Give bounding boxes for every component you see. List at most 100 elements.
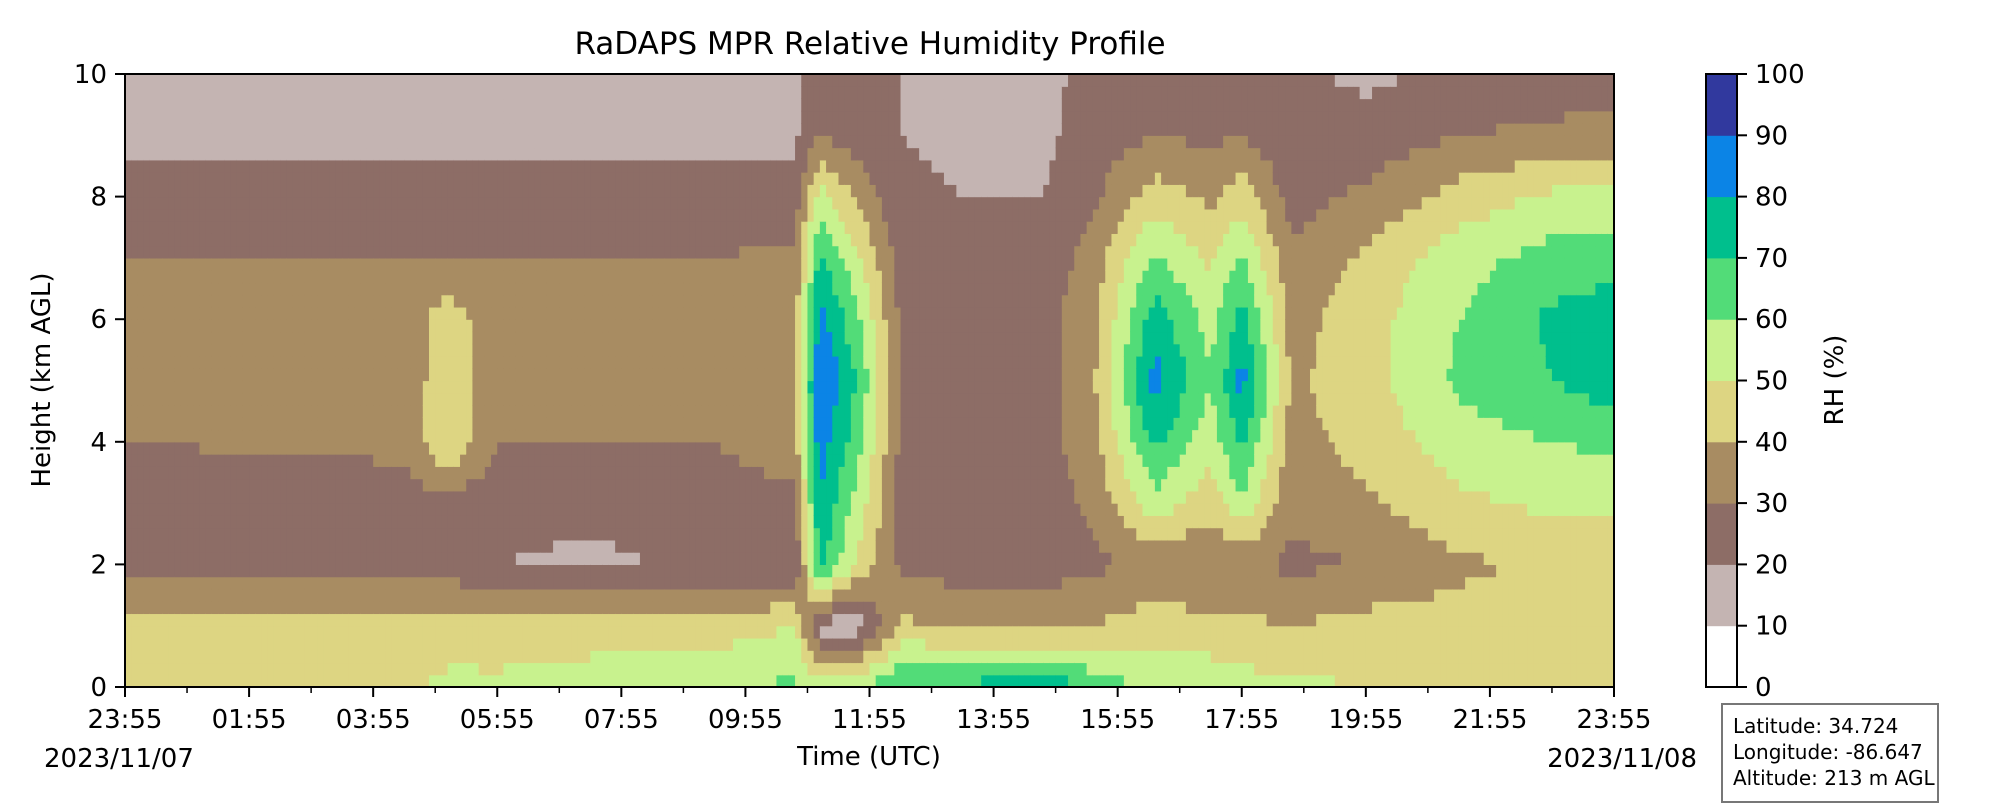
heatmap-cell [410, 662, 418, 676]
heatmap-cell [571, 74, 579, 87]
heatmap-cell [354, 515, 362, 529]
heatmap-cell [280, 405, 287, 418]
heatmap-cell [534, 306, 542, 320]
heatmap-cell [174, 368, 182, 382]
heatmap-cell [168, 490, 176, 504]
heatmap-cell [397, 527, 405, 541]
heatmap-cell [205, 650, 213, 664]
heatmap-cell [658, 368, 666, 382]
heatmap-cell [174, 503, 182, 516]
heatmap-cell [255, 123, 263, 136]
heatmap-cell [429, 490, 436, 504]
heatmap-cell [373, 86, 380, 100]
heatmap-cell [273, 74, 281, 87]
heatmap-cell [621, 172, 629, 185]
heatmap-cell [156, 674, 163, 688]
heatmap-cell [267, 613, 275, 627]
heatmap-cell [633, 564, 641, 578]
heatmap-cell [602, 503, 610, 516]
heatmap-cell [422, 539, 430, 553]
heatmap-cell [720, 343, 728, 357]
heatmap-cell [602, 466, 610, 480]
heatmap-cell [391, 515, 399, 529]
heatmap-cell [156, 637, 163, 651]
heatmap-cell [286, 454, 294, 467]
heatmap-cell [180, 282, 188, 296]
heatmap-cell [577, 625, 585, 639]
heatmap-cell [236, 319, 244, 333]
heatmap-cell [156, 552, 163, 565]
heatmap-cell [385, 552, 393, 565]
heatmap-cell [354, 282, 362, 296]
heatmap-cell [646, 159, 653, 173]
heatmap-cell [422, 601, 430, 615]
heatmap-cell [658, 503, 666, 516]
heatmap-cell [149, 233, 157, 247]
heatmap-cell [323, 392, 331, 406]
heatmap-cell [602, 86, 610, 100]
heatmap-cell [125, 319, 132, 333]
heatmap-cell [422, 380, 430, 394]
heatmap-cell [292, 331, 300, 345]
heatmap-cell [236, 245, 244, 259]
heatmap-cell [174, 257, 182, 271]
heatmap-cell [187, 282, 194, 296]
heatmap-cell [441, 539, 449, 553]
heatmap-cell [577, 405, 585, 418]
heatmap-cell [577, 257, 585, 271]
heatmap-cell [255, 331, 263, 345]
heatmap-cell [391, 294, 399, 308]
heatmap-cell [180, 343, 188, 357]
heatmap-cell [205, 515, 213, 529]
heatmap-cell [404, 515, 411, 529]
heatmap-cell [410, 257, 418, 271]
heatmap-cell [410, 74, 418, 87]
heatmap-cell [639, 270, 647, 284]
heatmap-cell [168, 429, 176, 443]
heatmap-cell [354, 490, 362, 504]
heatmap-cell [137, 306, 145, 320]
heatmap-cell [460, 110, 467, 124]
heatmap-cell [466, 110, 474, 124]
heatmap-cell [125, 405, 132, 418]
heatmap-cell [577, 380, 585, 394]
heatmap-cell [491, 221, 498, 234]
heatmap-cell [379, 135, 387, 149]
heatmap-cell [689, 343, 697, 357]
heatmap-cell [162, 98, 170, 112]
heatmap-cell [125, 233, 132, 247]
heatmap-cell [689, 331, 697, 345]
heatmap-cell [342, 245, 349, 259]
heatmap-cell [472, 245, 480, 259]
heatmap-cell [658, 86, 666, 100]
heatmap-cell [708, 343, 715, 357]
heatmap-cell [472, 662, 480, 676]
heatmap-cell [565, 147, 573, 161]
heatmap-cell [695, 417, 703, 431]
heatmap-cell [670, 319, 678, 333]
heatmap-cell [658, 294, 666, 308]
heatmap-cell [670, 625, 678, 639]
heatmap-cell [708, 98, 715, 112]
heatmap-cell [522, 135, 529, 149]
heatmap-cell [472, 466, 480, 480]
heatmap-cell [695, 466, 703, 480]
heatmap-cell [664, 466, 672, 480]
heatmap-cell [187, 196, 194, 210]
heatmap-cell [218, 172, 225, 185]
heatmap-cell [218, 343, 225, 357]
heatmap-cell [515, 405, 523, 418]
heatmap-cell [503, 674, 511, 688]
heatmap-cell [149, 257, 157, 271]
heatmap-cell [385, 331, 393, 345]
heatmap-cell [447, 355, 455, 369]
heatmap-cell [447, 613, 455, 627]
heatmap-cell [478, 368, 486, 382]
heatmap-cell [553, 564, 560, 578]
heatmap-cell [125, 123, 132, 136]
heatmap-cell [137, 135, 145, 149]
heatmap-cell [366, 245, 374, 259]
heatmap-cell [739, 257, 747, 271]
heatmap-cell [534, 613, 542, 627]
heatmap-cell [292, 294, 300, 308]
